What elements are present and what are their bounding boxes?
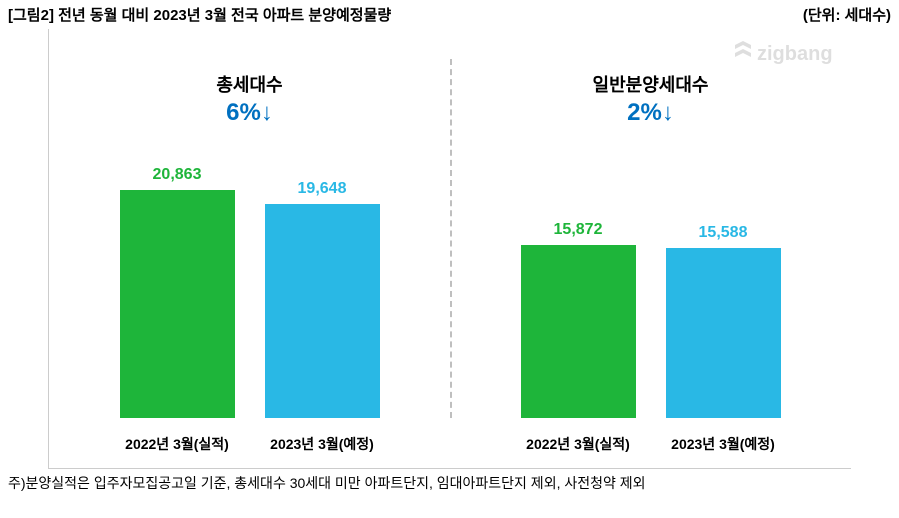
bar [521,245,636,418]
bar [265,204,380,418]
panel-title: 일반분양세대수 [450,71,851,97]
panel-percent: 2%↓ [450,99,851,127]
panel-percent: 6%↓ [49,99,450,127]
panels: 총세대수 6%↓ 20,863 19,648 2022년 3월(실적) 2 [49,29,851,468]
bar-group: 15,872 [521,221,636,418]
bar-group: 15,588 [666,224,781,418]
bar [666,248,781,418]
chart-unit: (단위: 세대수) [803,4,891,25]
bars-row: 20,863 19,648 [49,166,450,418]
bar-value: 15,872 [554,221,603,239]
bar [120,190,235,418]
x-label: 2023년 3월(예정) [265,434,380,454]
bar-group: 19,648 [265,180,380,418]
x-label: 2022년 3월(실적) [120,434,235,454]
x-label: 2023년 3월(예정) [666,434,781,454]
panel-right: 일반분양세대수 2%↓ 15,872 15,588 2022년 3월(실적) [450,29,851,468]
header: [그림2] 전년 동월 대비 2023년 3월 전국 아파트 분양예정물량 (단… [0,0,899,29]
bars-area: 15,872 15,588 2022년 3월(실적) 2023년 3월(예정) [450,127,851,468]
bar-value: 19,648 [298,180,347,198]
panel-left: 총세대수 6%↓ 20,863 19,648 2022년 3월(실적) 2 [49,29,450,468]
chart-container: zigbang 총세대수 6%↓ 20,863 19,648 [48,29,851,469]
panel-header: 총세대수 6%↓ [49,29,450,127]
panel-header: 일반분양세대수 2%↓ [450,29,851,127]
bars-row: 15,872 15,588 [450,221,851,418]
bar-value: 20,863 [153,166,202,184]
x-labels: 2022년 3월(실적) 2023년 3월(예정) [49,434,450,454]
panel-title: 총세대수 [49,71,450,97]
chart-title: [그림2] 전년 동월 대비 2023년 3월 전국 아파트 분양예정물량 [8,4,391,25]
x-label: 2022년 3월(실적) [521,434,636,454]
x-labels: 2022년 3월(실적) 2023년 3월(예정) [450,434,851,454]
bar-value: 15,588 [699,224,748,242]
footer: 주)분양실적은 입주자모집공고일 기준, 총세대수 30세대 미만 아파트단지,… [0,469,899,497]
bars-area: 20,863 19,648 2022년 3월(실적) 2023년 3월(예정) [49,127,450,468]
footer-note: 주)분양실적은 입주자모집공고일 기준, 총세대수 30세대 미만 아파트단지,… [8,475,646,491]
bar-group: 20,863 [120,166,235,418]
